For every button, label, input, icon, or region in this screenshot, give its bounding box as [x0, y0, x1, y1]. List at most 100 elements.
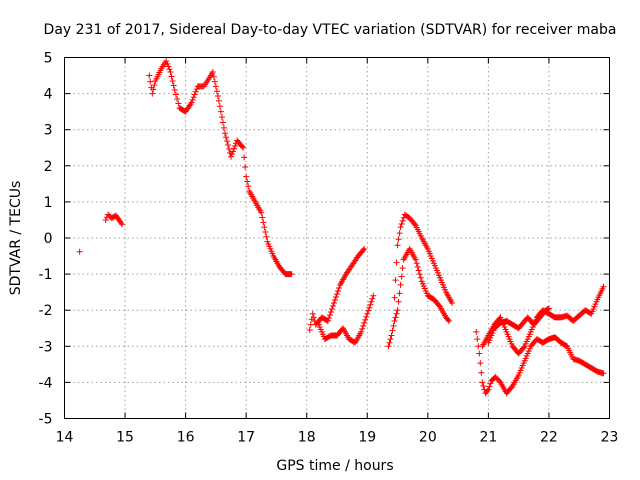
data-point-marker — [241, 154, 248, 161]
data-point-marker — [324, 318, 331, 325]
data-point-marker — [478, 369, 485, 376]
data-point-marker — [175, 100, 182, 107]
data-point-marker — [307, 321, 314, 328]
data-point-marker — [260, 219, 267, 226]
data-point-marker — [366, 304, 373, 311]
data-point-marker — [369, 295, 376, 302]
data-series-seg6 — [385, 245, 453, 350]
data-point-marker — [396, 290, 403, 297]
data-point-marker — [449, 299, 456, 306]
data-point-marker — [212, 83, 219, 90]
data-point-marker — [214, 93, 221, 100]
data-point-marker — [392, 314, 399, 321]
data-point-marker — [190, 94, 197, 101]
data-point-marker — [191, 91, 198, 98]
data-point-marker — [216, 103, 223, 110]
data-point-marker — [412, 256, 419, 263]
data-point-marker — [222, 134, 229, 141]
x-axis-label: GPS time / hours — [276, 458, 393, 474]
data-point-marker — [326, 312, 333, 319]
data-series-seg7 — [391, 211, 456, 306]
data-point-marker — [228, 153, 235, 160]
data-point-marker — [164, 60, 171, 67]
data-point-marker — [172, 91, 179, 98]
data-point-marker — [386, 339, 393, 346]
data-point-marker — [309, 310, 316, 317]
data-point-marker — [151, 82, 158, 89]
data-point-marker — [211, 78, 218, 85]
data-point-marker — [486, 383, 493, 390]
data-point-marker — [399, 265, 406, 272]
data-point-marker — [484, 387, 491, 394]
data-point-marker — [370, 292, 377, 299]
data-point-marker — [239, 143, 246, 150]
data-point-marker — [147, 78, 154, 85]
data-point-marker — [363, 313, 370, 320]
data-point-marker — [149, 90, 156, 97]
data-series-seg10 — [485, 305, 552, 346]
data-point-marker — [229, 151, 236, 158]
data-point-marker — [480, 383, 487, 390]
data-point-marker — [445, 316, 452, 323]
data-point-marker — [600, 283, 607, 290]
data-point-marker — [336, 284, 343, 291]
data-point-marker — [223, 138, 230, 145]
data-point-marker — [477, 360, 484, 367]
data-point-marker — [390, 322, 397, 329]
data-point-marker — [394, 307, 401, 314]
data-point-marker — [232, 142, 239, 149]
data-point-marker — [230, 148, 237, 155]
data-point-marker — [545, 305, 552, 312]
data-point-marker — [362, 316, 369, 323]
data-point-marker — [310, 314, 317, 321]
data-points-layer — [76, 58, 607, 397]
data-point-marker — [218, 114, 225, 121]
data-point-marker — [220, 124, 227, 131]
data-point-marker — [414, 263, 421, 270]
data-point-marker — [242, 164, 249, 171]
data-point-marker — [485, 386, 492, 393]
y-tick-label: -5 — [39, 412, 53, 428]
data-point-marker — [435, 302, 442, 309]
data-point-marker — [330, 299, 337, 306]
data-point-marker — [416, 271, 423, 278]
data-point-marker — [258, 209, 265, 216]
x-tick-label: 23 — [601, 430, 619, 446]
y-tick-label: -2 — [39, 303, 53, 319]
data-point-marker — [329, 302, 336, 309]
data-point-marker — [262, 228, 269, 235]
data-point-marker — [389, 327, 396, 334]
x-tick-label: 20 — [419, 430, 437, 446]
y-tick-label: 1 — [44, 195, 53, 211]
data-point-marker — [331, 296, 338, 303]
data-point-marker — [360, 322, 367, 329]
data-point-marker — [288, 271, 295, 278]
data-point-marker — [188, 99, 195, 106]
data-point-marker — [174, 96, 181, 103]
data-point-marker — [240, 144, 247, 151]
data-point-marker — [225, 142, 231, 149]
y-tick-label: -1 — [39, 267, 53, 283]
y-tick-label: 2 — [44, 159, 53, 175]
data-point-marker — [600, 370, 607, 377]
x-tick-label: 21 — [479, 430, 497, 446]
data-point-marker — [259, 214, 266, 221]
data-point-marker — [399, 217, 406, 224]
data-point-marker — [398, 273, 405, 280]
data-point-marker — [413, 260, 420, 267]
y-tick-label: 0 — [44, 231, 53, 247]
data-point-marker — [415, 267, 422, 274]
data-point-marker — [476, 350, 483, 357]
y-tick-label: 5 — [44, 51, 53, 67]
data-point-marker — [394, 242, 401, 249]
y-axis-label: SDTVAR / TECUs — [8, 181, 24, 296]
data-point-marker — [395, 236, 402, 243]
data-point-marker — [387, 336, 394, 343]
x-tick-label: 14 — [56, 430, 74, 446]
data-point-marker — [102, 216, 109, 223]
grid-layer — [64, 57, 610, 419]
data-point-marker — [118, 219, 125, 226]
data-point-marker — [474, 336, 481, 343]
